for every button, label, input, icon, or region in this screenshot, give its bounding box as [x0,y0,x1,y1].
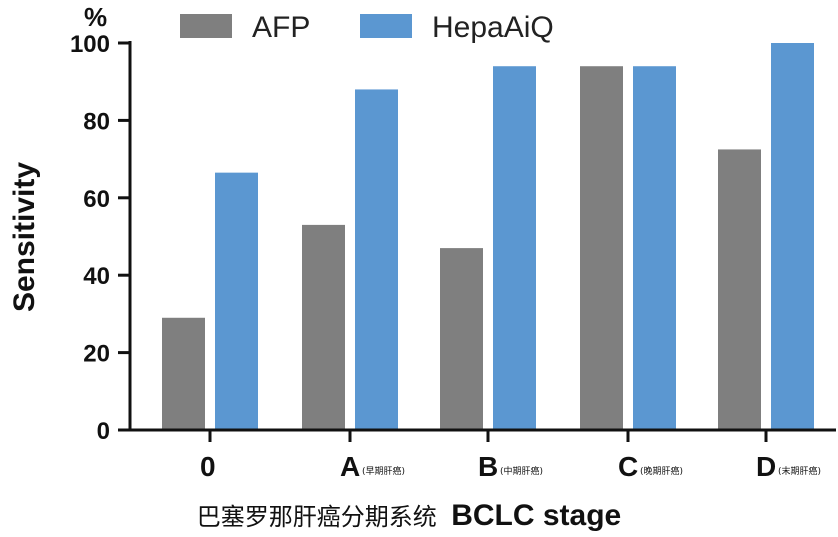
bar-afp-staged [718,149,761,431]
legend: AFP HepaAiQ [180,11,554,44]
x-axis-title-en: BCLC stage [451,499,621,532]
bar-hepaaiq-staged [771,43,814,430]
x-tick-note-stageb: (中期肝癌) [500,465,543,477]
bar-afp-stage0 [162,317,205,430]
x-tick-label-stageb: B [478,451,498,482]
x-axis-title-cn: 巴塞罗那肝癌分期系统 [197,503,437,531]
x-tick-label-stage0: 0 [200,451,216,482]
x-tick-label-stagec: C [618,451,638,482]
x-ticks: 0 A (早期肝癌) B (中期肝癌) C (晚期肝癌) D (末期肝癌) [200,430,821,482]
legend-swatch-afp [180,14,232,38]
bar-afp-stageb [440,248,483,430]
y-tick-label-60: 60 [83,186,110,213]
y-tick-label-0: 0 [97,418,110,445]
bar-hepaaiq-stage0 [215,172,258,430]
y-unit-label: % [84,2,107,32]
legend-label-hepaaiq: HepaAiQ [432,11,554,44]
bar-hepaaiq-stageb [493,66,536,430]
bar-afp-stagea [302,224,345,430]
bar-afp-stagec [580,66,623,430]
y-tick-label-20: 20 [83,341,110,368]
y-tick-label-40: 40 [83,263,110,290]
bar-hepaaiq-stagec [633,66,676,430]
legend-swatch-hepaaiq [360,14,412,38]
x-tick-label-staged: D [756,451,776,482]
bars-group [162,43,814,431]
x-tick-label-stagea: A [340,451,360,482]
x-tick-note-staged: (末期肝癌) [778,465,821,477]
x-tick-note-stagec: (晚期肝癌) [640,465,683,477]
y-tick-label-80: 80 [83,108,110,135]
y-ticks: 0 20 40 60 80 100 [70,31,130,445]
y-axis-label: Sensitivity [8,162,41,312]
legend-label-afp: AFP [252,11,310,44]
axes-group [128,41,836,432]
x-axis-title: 巴塞罗那肝癌分期系统 BCLC stage [197,499,621,532]
bar-hepaaiq-stagea [355,89,398,430]
x-tick-note-stagea: (早期肝癌) [362,465,405,477]
y-tick-label-100: 100 [70,31,110,58]
